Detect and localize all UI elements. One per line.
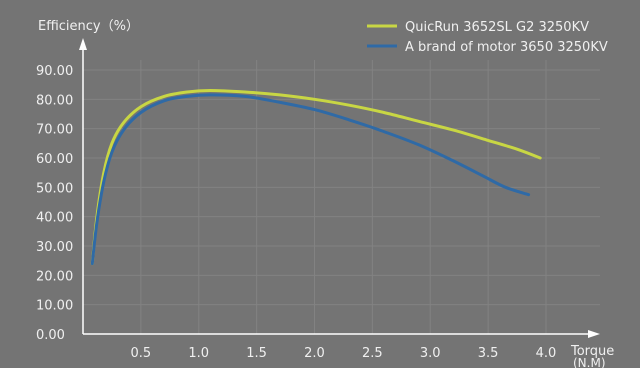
y-tick-label: 40.00: [36, 211, 73, 226]
x-tick-labels: 0.5 1.0 1.5 2.0 2.5 3.0 3.5 4.0: [131, 346, 557, 361]
y-tick-label: 80.00: [36, 93, 73, 108]
y-tick-label: 20.00: [36, 269, 73, 284]
y-tick-label: 60.00: [36, 152, 73, 167]
y-tick-labels: 0.00 10.00 20.00 30.00 40.00 50.00 60.00 70.00 8…: [36, 64, 73, 343]
series-line-quicrun: [90, 89, 542, 266]
y-tick-label: 50.00: [36, 181, 73, 196]
legend: QuicRun 3652SL G2 3250KV A brand of moto…: [367, 20, 608, 55]
y-tick-label: 70.00: [36, 123, 73, 138]
x-tick-label: 2.0: [304, 346, 325, 361]
y-tick-label: 0.00: [36, 328, 65, 343]
x-tick-label: 1.0: [188, 346, 209, 361]
series-lines: [90, 89, 542, 266]
y-axis-label: Efficiency（%）: [38, 19, 139, 34]
y-axis-arrow: [79, 38, 87, 50]
series-line-brand: [90, 93, 531, 266]
x-tick-label: 1.5: [246, 346, 267, 361]
axes: [79, 38, 600, 338]
y-tick-label: 90.00: [36, 64, 73, 79]
legend-label-brand: A brand of motor 3650 3250KV: [405, 40, 608, 55]
x-tick-label: 3.5: [478, 346, 499, 361]
grid: [83, 60, 600, 334]
x-tick-label: 2.5: [362, 346, 383, 361]
x-tick-label: 3.0: [420, 346, 441, 361]
x-tick-label: 0.5: [131, 346, 152, 361]
legend-label-quicrun: QuicRun 3652SL G2 3250KV: [405, 20, 589, 35]
y-tick-label: 10.00: [36, 299, 73, 314]
x-tick-label: 4.0: [536, 346, 557, 361]
x-axis-unit: (N.M): [573, 356, 606, 368]
y-tick-label: 30.00: [36, 240, 73, 255]
x-axis-label: Torque: [570, 344, 614, 359]
x-axis-arrow: [588, 330, 600, 338]
